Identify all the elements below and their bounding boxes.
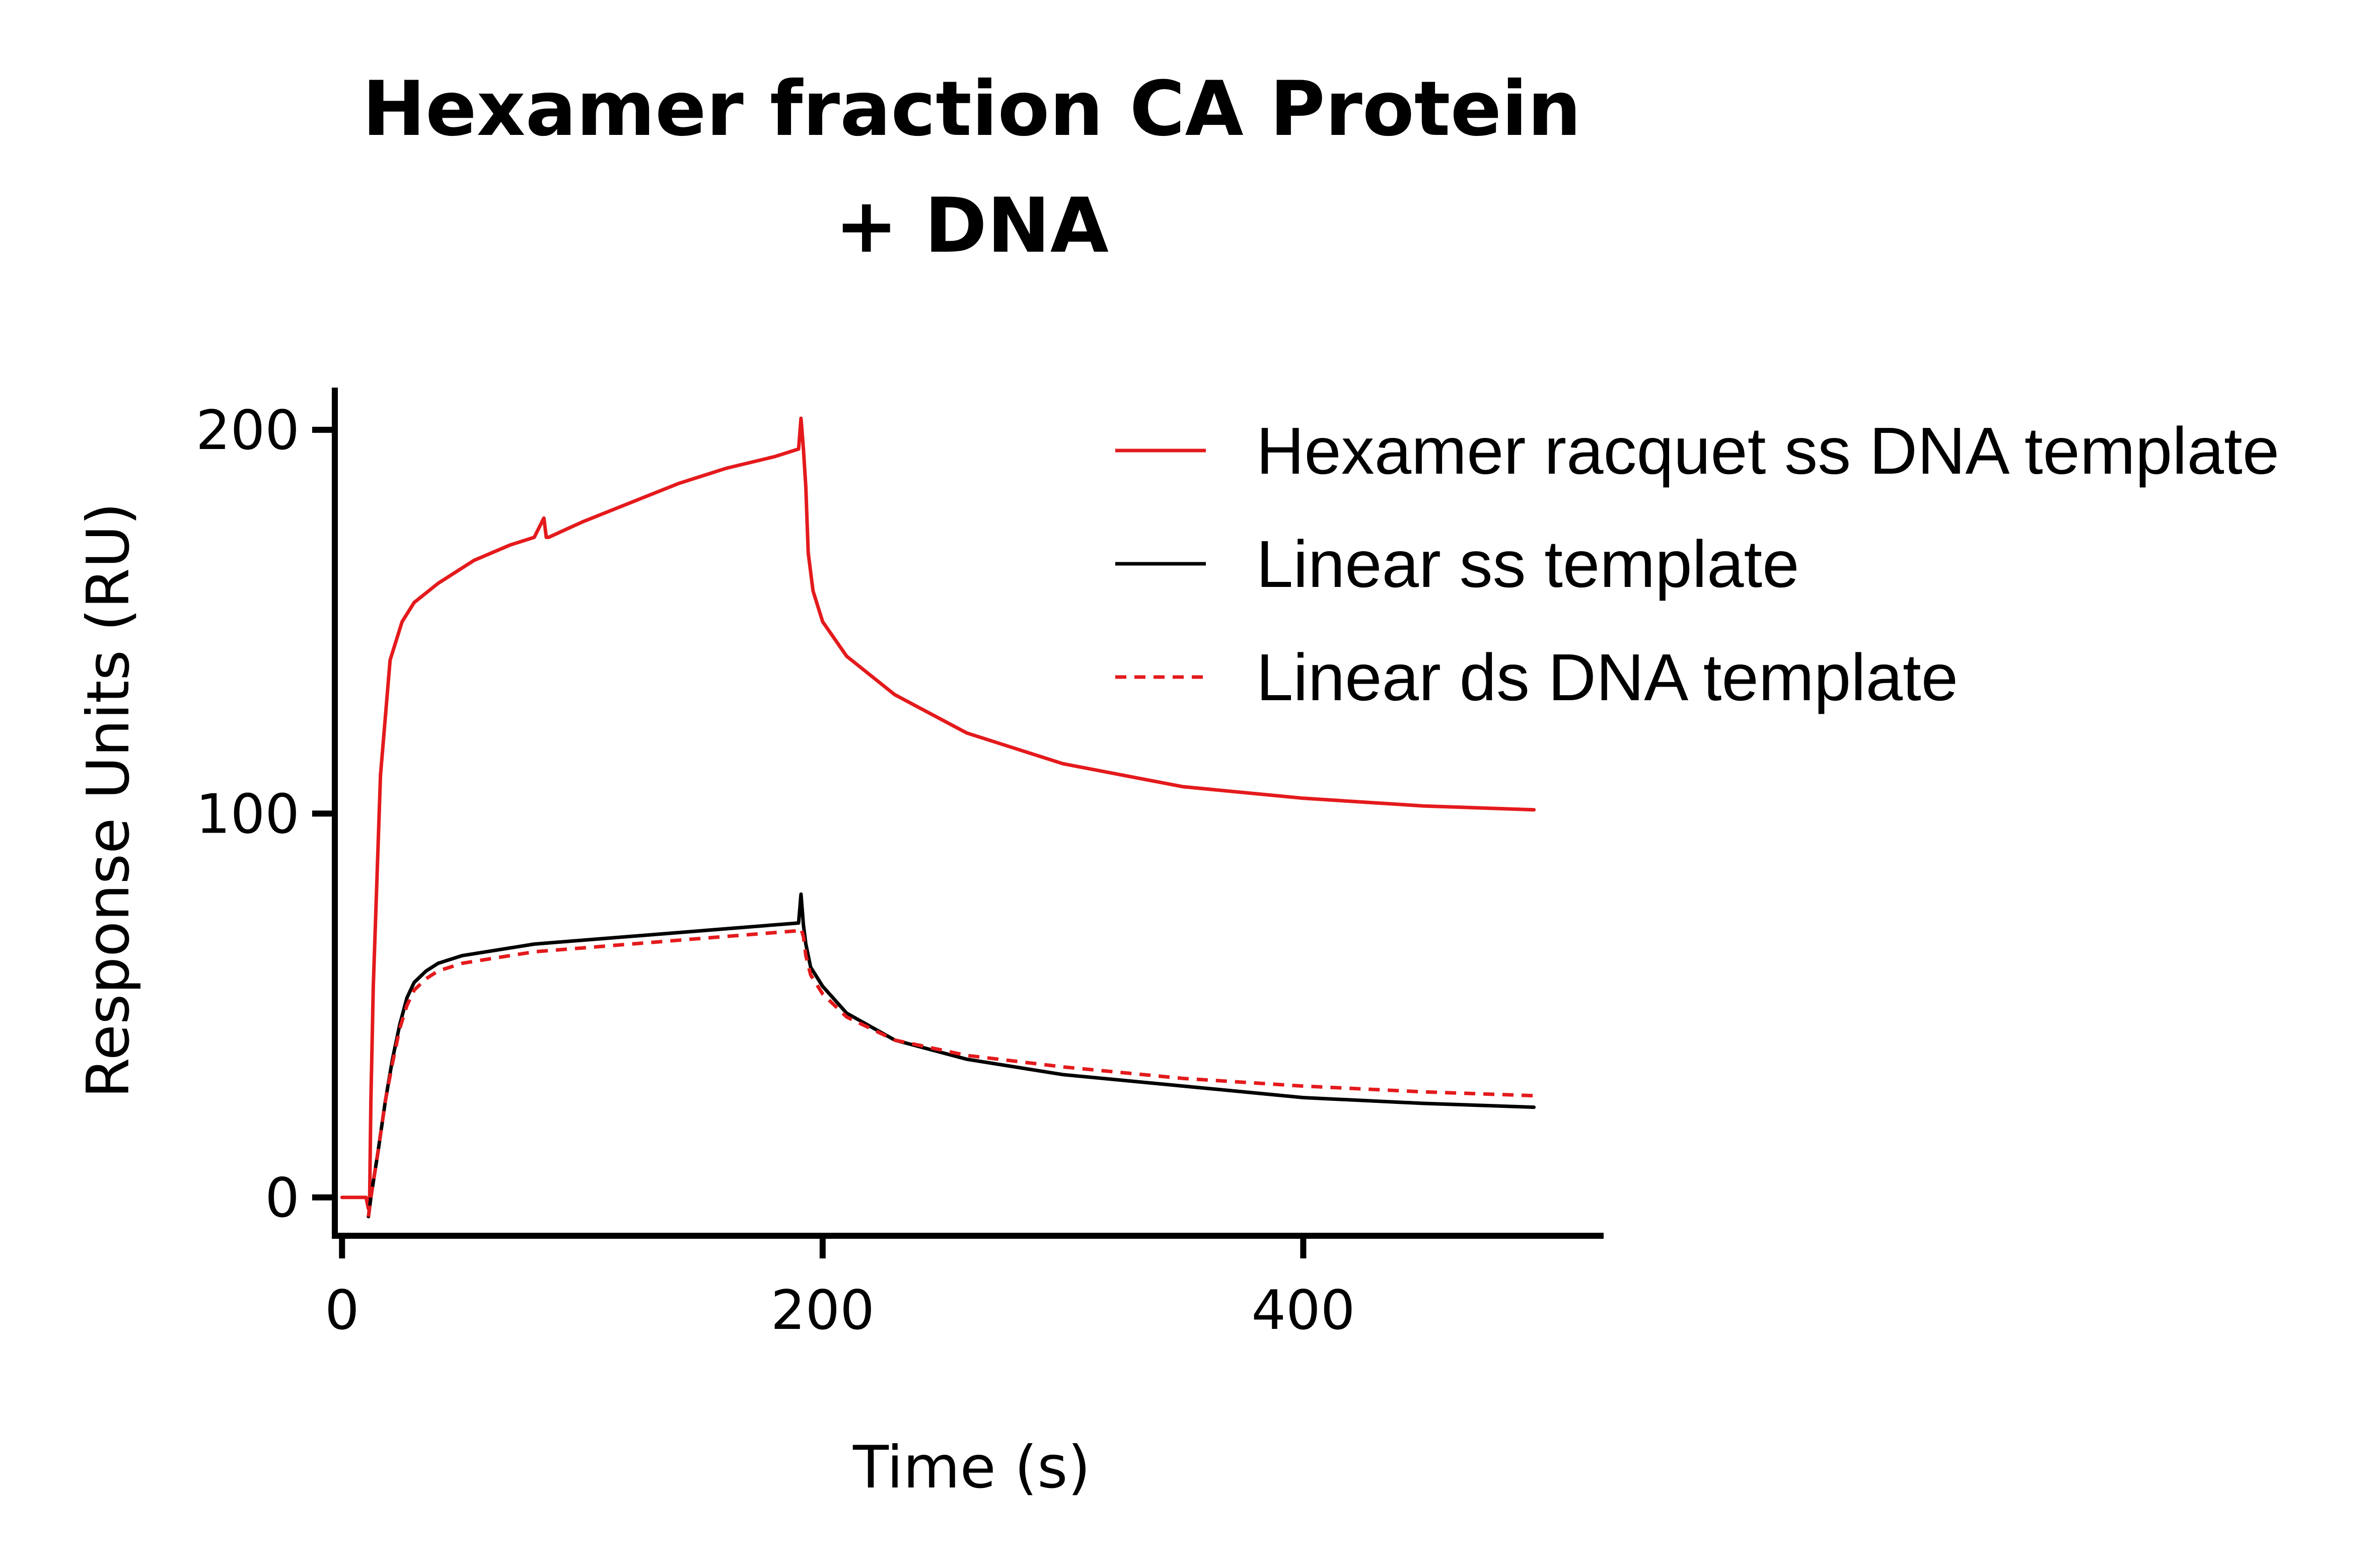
- y-tick-label: 0: [265, 1167, 300, 1230]
- x-tick-label: 400: [1251, 1279, 1355, 1342]
- series-layer: [340, 416, 1536, 1219]
- ticks: 0 100 200 0 200 400: [196, 399, 1355, 1342]
- axes: [332, 388, 1604, 1239]
- series-line-2: [367, 892, 1536, 1219]
- series-line-3: [367, 927, 1534, 1217]
- x-tick-label: 0: [325, 1279, 359, 1342]
- chart-title-line-2: + DNA: [835, 182, 1109, 270]
- series-line-1: [340, 416, 1536, 1211]
- chart-title-line-1: Hexamer fraction CA Protein: [362, 65, 1581, 153]
- legend-label-2: Linear ss template: [1256, 527, 1799, 601]
- x-axis-label: Time (s): [852, 1434, 1091, 1502]
- y-axis-label: Response Units (RU): [75, 502, 142, 1098]
- legend-label-1: Hexamer racquet ss DNA template: [1256, 414, 2279, 488]
- legend: Hexamer racquet ss DNA template Linear ss…: [1115, 414, 2279, 714]
- y-tick-label: 100: [196, 783, 300, 846]
- legend-label-3: Linear ds DNA template: [1256, 640, 1958, 714]
- x-tick-label: 200: [771, 1279, 875, 1342]
- y-tick-label: 200: [196, 399, 300, 462]
